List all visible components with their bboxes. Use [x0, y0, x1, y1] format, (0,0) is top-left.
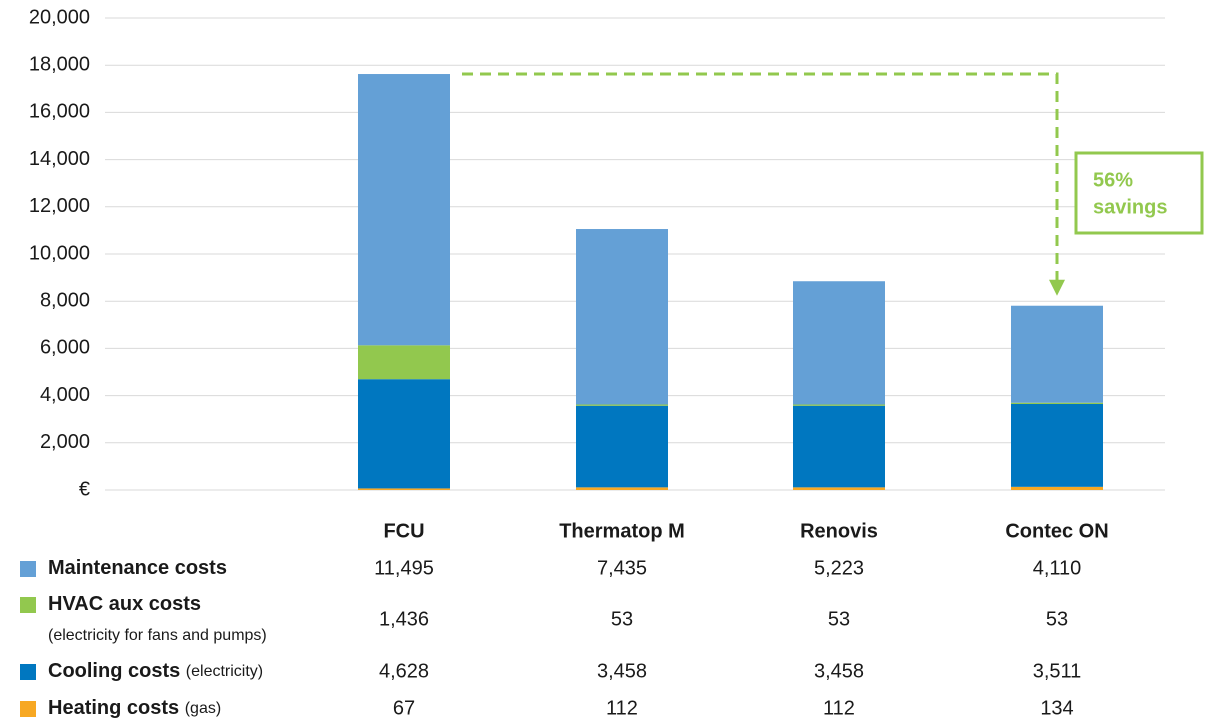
bar-segment	[576, 404, 668, 406]
legend-name: Heating costs	[48, 697, 179, 719]
annotation-text: savings	[1093, 196, 1167, 218]
bar-segment	[576, 405, 668, 488]
bar-segment	[358, 488, 450, 490]
table-value: 53	[828, 608, 850, 630]
annotation-box	[1074, 151, 1204, 235]
y-tick-label: 12,000	[29, 195, 90, 217]
bar-segment	[793, 404, 885, 406]
y-tick-label: 20,000	[29, 6, 90, 28]
legend-swatch	[20, 561, 36, 577]
table-value: 11,495	[374, 557, 434, 579]
legend-swatch	[20, 597, 36, 613]
legend-label: HVAC aux costs	[48, 593, 201, 615]
bar-segment	[358, 74, 450, 346]
table-value: 4,110	[1033, 557, 1082, 579]
table-value: 3,458	[597, 660, 647, 682]
y-tick-label: 2,000	[40, 431, 90, 453]
legend-label: Maintenance costs	[48, 557, 227, 579]
legend-detail: (electricity)	[186, 663, 263, 680]
table-value: 7,435	[597, 557, 647, 579]
x-tick-label: Thermatop M	[559, 520, 685, 542]
bar-segment	[1011, 486, 1103, 490]
table-value: 3,511	[1033, 660, 1082, 682]
table-value: 112	[823, 697, 855, 719]
bar-segment	[358, 345, 450, 380]
legend-label: Heating costs (gas)	[48, 697, 221, 719]
bar-segment	[1011, 403, 1103, 487]
table-value: 53	[1046, 608, 1068, 630]
x-tick-label: Contec ON	[1005, 520, 1108, 542]
bar-segment	[793, 405, 885, 488]
bar-segment	[1011, 305, 1103, 403]
y-tick-label: 14,000	[29, 148, 90, 170]
bar-segment	[358, 379, 450, 489]
y-tick-label: 6,000	[40, 337, 90, 359]
legend-detail: (gas)	[185, 700, 221, 717]
savings-arrow-line	[462, 72, 1059, 284]
table-value: 53	[611, 608, 633, 630]
x-tick-label: FCU	[383, 520, 424, 542]
table-value: 4,628	[379, 660, 429, 682]
legend-swatch	[20, 701, 36, 717]
y-tick-label: 8,000	[40, 289, 90, 311]
y-tick-label: 16,000	[29, 101, 90, 123]
legend-name: HVAC aux costs	[48, 593, 201, 615]
y-tick-label: 10,000	[29, 242, 90, 264]
x-tick-label: Renovis	[800, 520, 878, 542]
y-tick-label: €	[79, 478, 90, 500]
bar-segment	[793, 281, 885, 405]
table-value: 67	[393, 697, 415, 719]
bar-segment	[576, 229, 668, 405]
annotation-text: 56%	[1093, 169, 1133, 191]
legend-swatch	[20, 664, 36, 680]
legend-name: Cooling costs	[48, 660, 180, 682]
bar-segment	[576, 487, 668, 490]
y-tick-label: 18,000	[29, 53, 90, 75]
y-tick-label: 4,000	[40, 384, 90, 406]
table-value: 5,223	[814, 557, 864, 579]
legend-label: Cooling costs (electricity)	[48, 660, 263, 682]
table-value: 134	[1040, 697, 1073, 719]
bar-segment	[793, 487, 885, 490]
legend-detail: (electricity for fans and pumps)	[48, 627, 267, 644]
savings-arrowhead	[1049, 279, 1065, 296]
table-value: 1,436	[379, 608, 429, 630]
table-value: 3,458	[814, 660, 864, 682]
legend-name: Maintenance costs	[48, 557, 227, 579]
bar-segment	[1011, 402, 1103, 404]
table-value: 112	[606, 697, 638, 719]
